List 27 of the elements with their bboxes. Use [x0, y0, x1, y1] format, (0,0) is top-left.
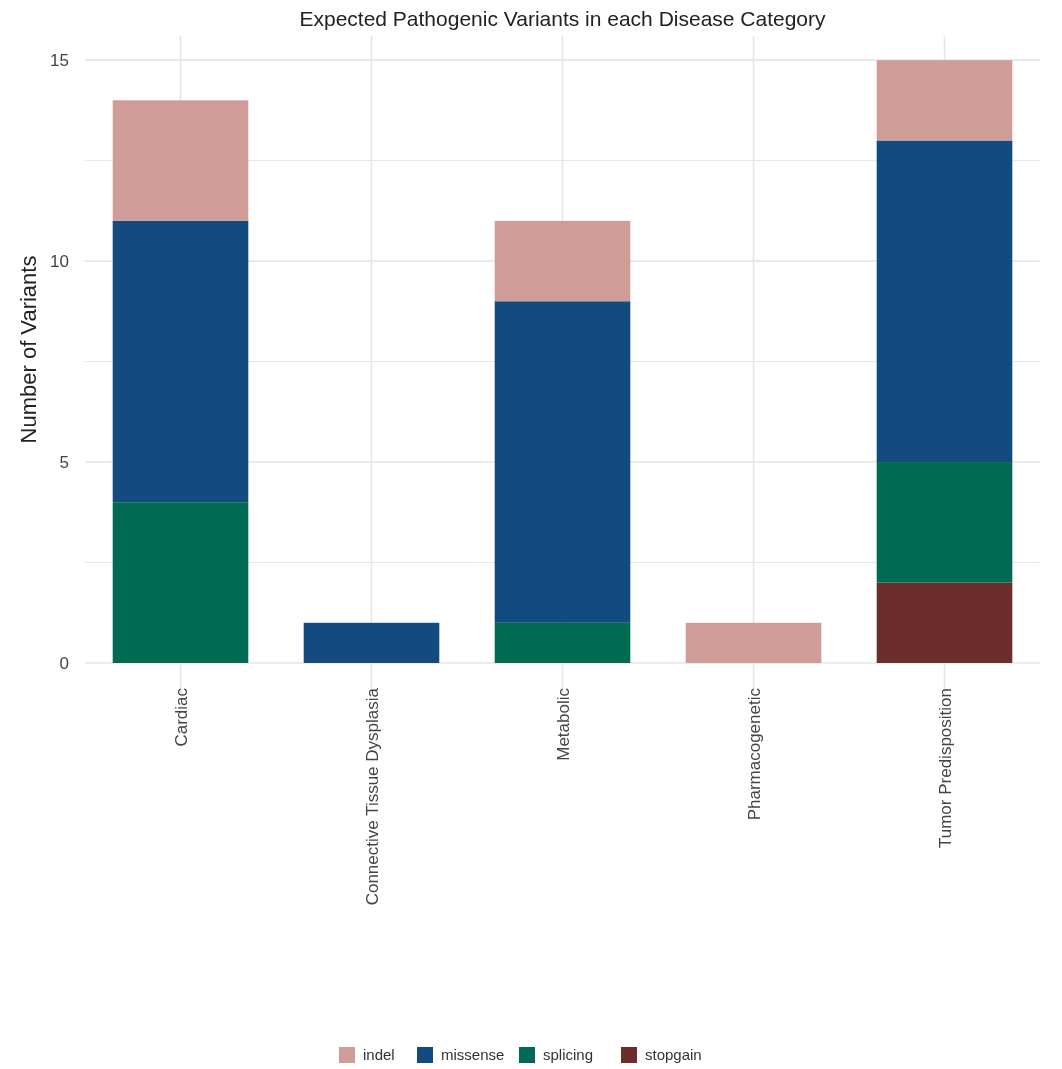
bar — [112, 220, 249, 503]
bar — [876, 462, 1013, 583]
legend-label: stopgain — [645, 1046, 702, 1064]
y-tick-label: 5 — [59, 452, 69, 472]
bar — [876, 140, 1013, 463]
y-tick-label: 15 — [50, 51, 69, 71]
bar — [494, 301, 631, 623]
y-axis-title: Number of Variants — [16, 255, 41, 444]
bar — [876, 582, 1013, 663]
x-tick-label: Pharmacogenetic — [744, 687, 764, 821]
bar — [494, 622, 631, 663]
bar — [494, 220, 631, 302]
legend-label: missense — [441, 1046, 505, 1064]
legend-label: indel — [363, 1046, 395, 1064]
legend-label: splicing — [543, 1046, 594, 1064]
x-tick-label: Metabolic — [553, 687, 573, 761]
x-tick-label: Connective Tissue Dysplasia — [362, 687, 382, 906]
bar — [876, 60, 1013, 141]
x-tick-label: Cardiac — [171, 687, 191, 747]
x-tick-label: Tumor Predisposition — [935, 688, 955, 848]
y-tick-label: 0 — [59, 653, 69, 673]
chart-title: Expected Pathogenic Variants in each Disease Category — [299, 7, 827, 30]
y-tick-label: 10 — [50, 252, 69, 272]
bar — [112, 502, 249, 663]
bar — [685, 622, 822, 663]
bar — [303, 622, 440, 663]
bar — [112, 100, 249, 221]
